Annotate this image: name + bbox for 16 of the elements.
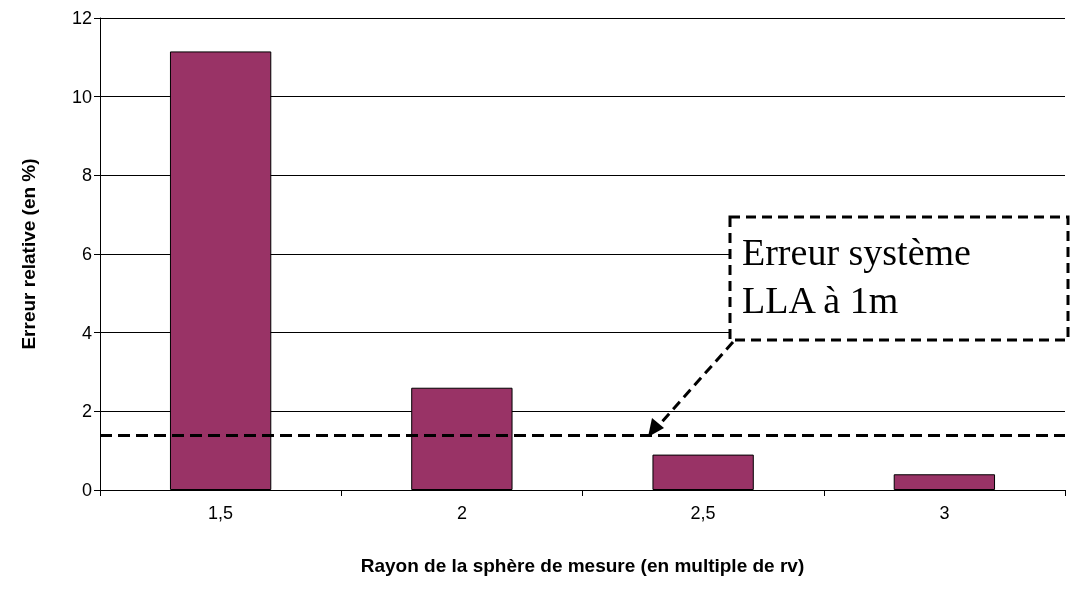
x-tick-label: 2 <box>456 503 467 523</box>
ref-line-label: Erreur système LLA à 1m <box>742 231 971 321</box>
y-tick-label: 4 <box>81 322 92 343</box>
x-tick-label: 1,5 <box>208 503 234 523</box>
y-tick-label: 6 <box>81 244 92 264</box>
y-tick-label: 2 <box>81 401 92 422</box>
x-tick-label: 2,5 <box>690 503 716 523</box>
y-tick-label: 10 <box>71 86 92 107</box>
y-tick-label: 8 <box>81 165 92 186</box>
x-tick-label: 3 <box>939 503 950 523</box>
y-tick-label: 12 <box>71 8 92 28</box>
x-axis-title: Rayon de la sphère de mesure (en multiple de rv) <box>360 555 805 576</box>
y-tick-label: 0 <box>81 480 92 500</box>
bar <box>893 474 996 490</box>
bar <box>652 454 754 490</box>
y-axis-title: Erreur relative (en %) <box>18 158 39 350</box>
